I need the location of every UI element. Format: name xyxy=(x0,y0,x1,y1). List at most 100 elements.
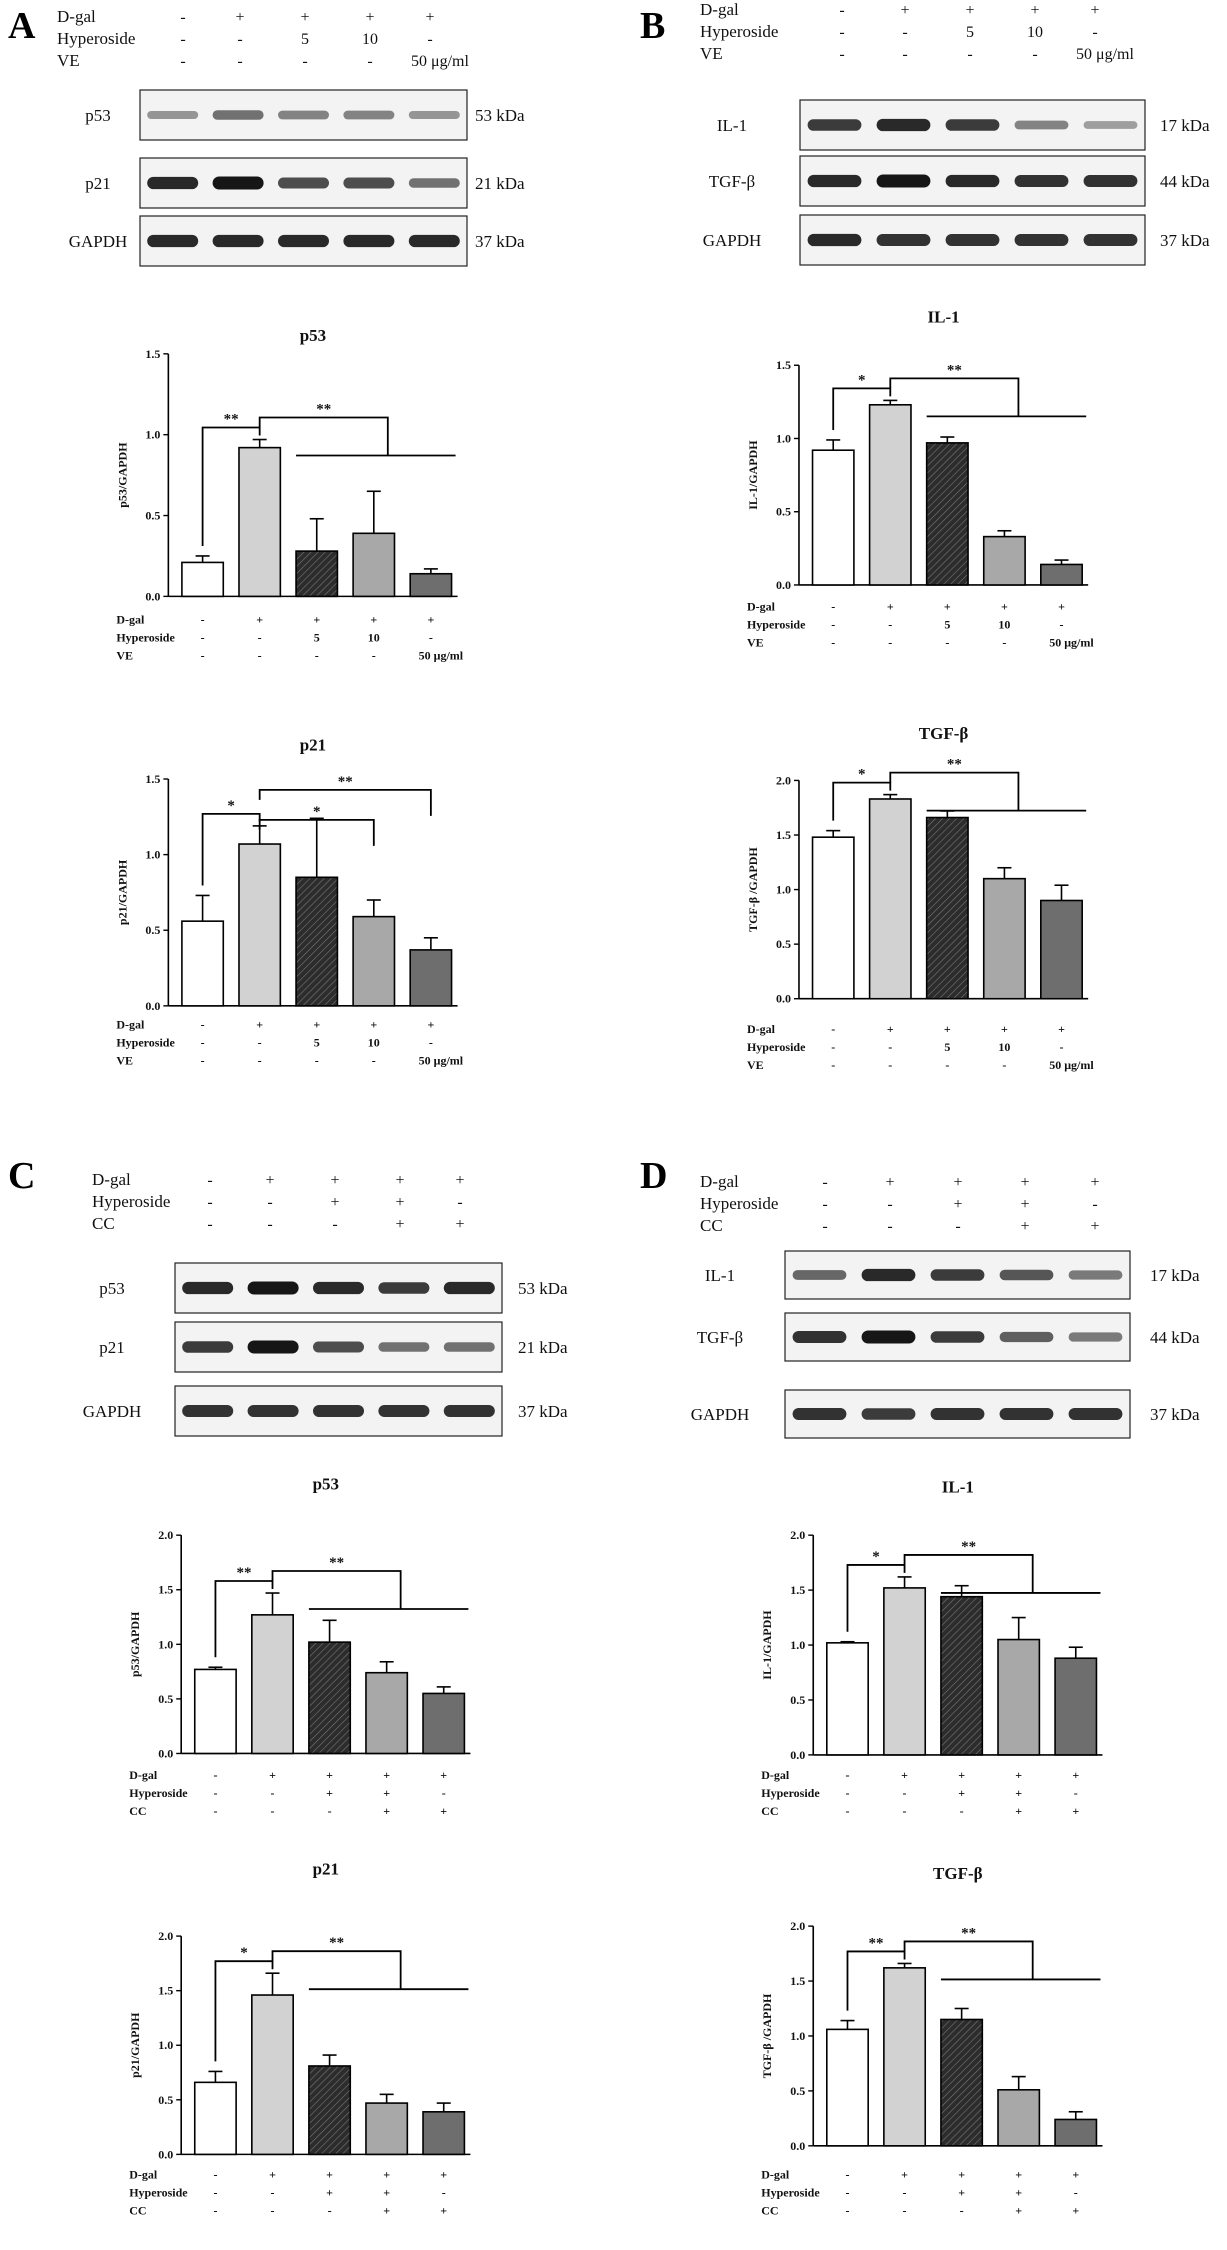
blot-band xyxy=(1014,234,1069,246)
bar xyxy=(409,572,453,598)
treatment-value: + xyxy=(326,1786,333,1800)
header-label: D-gal xyxy=(57,7,96,26)
significance-bracket xyxy=(832,387,892,430)
treatment-value: - xyxy=(258,1054,262,1068)
y-tick-label: 0.0 xyxy=(790,1748,805,1762)
header-sign: - xyxy=(180,9,185,26)
header-sign: 50 μg/ml xyxy=(411,53,469,70)
significance-label: ** xyxy=(961,1925,976,1941)
header-sign: + xyxy=(1090,2,1099,19)
blot-protein-label: p21 xyxy=(85,174,111,193)
header-label: VE xyxy=(57,51,80,70)
header-sign: - xyxy=(207,1216,212,1233)
blot-band xyxy=(1068,1270,1123,1280)
treatment-value: - xyxy=(442,1786,446,1800)
significance-label: * xyxy=(858,372,866,388)
panel-letter: B xyxy=(640,5,665,47)
bar xyxy=(409,949,453,1007)
blot-protein-label: p21 xyxy=(99,1338,125,1357)
significance-bracket xyxy=(201,812,261,886)
treatment-value: 50 μg/ml xyxy=(419,648,464,662)
blot-size-label: 53 kDa xyxy=(475,106,525,125)
significance-bracket xyxy=(846,1564,906,1632)
treatment-value: + xyxy=(958,2168,965,2182)
treatment-value: - xyxy=(328,1804,332,1818)
bar xyxy=(295,550,339,598)
blot-band xyxy=(378,1405,430,1417)
blot-band xyxy=(277,177,330,189)
header-sign: - xyxy=(367,53,372,70)
treatment-value: - xyxy=(945,1058,949,1072)
blot-band xyxy=(807,174,862,188)
bar xyxy=(925,442,969,586)
treatment-value: - xyxy=(845,1786,849,1800)
panel-c: C D-gal - + + + + Hyperoside - - + + - CC - - - + + p53 53 k… xyxy=(8,1155,568,1437)
chart-title: TGF-β xyxy=(919,724,969,743)
header-sign: - xyxy=(457,1194,462,1211)
blot-size-label: 44 kDa xyxy=(1160,172,1210,191)
treatment-value: - xyxy=(328,2204,332,2218)
treatment-value: - xyxy=(201,630,205,644)
blot-band xyxy=(147,110,199,120)
panel-b: B D-gal - + + + + Hyperoside - - 5 10 - VE - - - - 50 μg/m… xyxy=(640,0,1210,266)
blot-protein-label: p53 xyxy=(99,1279,125,1298)
y-tick-label: 0.5 xyxy=(790,1693,805,1707)
y-tick-label: 2.0 xyxy=(158,1929,173,1943)
treatment-value: + xyxy=(1072,1768,1079,1782)
bar xyxy=(193,1668,237,1755)
treatment-value: 5 xyxy=(314,630,320,644)
header-sign: + xyxy=(365,9,374,26)
treatment-value: - xyxy=(831,1022,835,1036)
y-tick-label: 1.5 xyxy=(776,358,791,372)
treatment-value: + xyxy=(958,1768,965,1782)
panel-d: D D-gal - + + + + Hyperoside - - + + - CC - - - + + IL-1 17 … xyxy=(640,1155,1200,1439)
treatment-value: + xyxy=(269,1768,276,1782)
treatment-label: D-gal xyxy=(129,2168,158,2182)
y-tick-label: 0.0 xyxy=(776,578,791,592)
treatment-label: CC xyxy=(761,2204,778,2218)
treatment-value: 50 μg/ml xyxy=(1049,1058,1094,1072)
treatment-label: D-gal xyxy=(761,1768,790,1782)
treatment-value: - xyxy=(201,612,205,626)
treatment-value: 10 xyxy=(998,1040,1010,1054)
treatment-value: - xyxy=(213,2204,217,2218)
blot-band xyxy=(312,1281,365,1295)
blot-size-label: 21 kDa xyxy=(475,174,525,193)
chart-title: IL-1 xyxy=(942,1477,974,1496)
chart-title: p53 xyxy=(313,1475,339,1494)
y-tick-label: 0.5 xyxy=(158,1692,173,1706)
blot-band xyxy=(443,1405,495,1417)
blot-band xyxy=(1014,175,1069,187)
blot-band xyxy=(343,177,395,189)
blot-band xyxy=(792,1331,847,1343)
treatment-label: VE xyxy=(747,1058,764,1072)
treatment-value: + xyxy=(1072,1804,1079,1818)
blot-band xyxy=(182,1405,234,1417)
blot-band xyxy=(876,234,931,246)
y-tick-label: 0.0 xyxy=(145,999,160,1013)
treatment-label: VE xyxy=(116,1054,133,1068)
blot-band xyxy=(378,1282,430,1294)
header-label: Hyperoside xyxy=(700,22,778,41)
treatment-label: CC xyxy=(761,1804,778,1818)
y-tick-label: 1.0 xyxy=(776,883,791,897)
blot-band xyxy=(1014,120,1069,130)
treatment-value: + xyxy=(944,1022,951,1036)
treatment-label: Hyperoside xyxy=(747,1040,806,1054)
header-sign: + xyxy=(1020,1174,1029,1191)
treatment-label: Hyperoside xyxy=(129,1786,188,1800)
blot-band xyxy=(807,233,862,247)
bar xyxy=(193,2081,237,2156)
treatment-value: - xyxy=(845,2186,849,2200)
blot-protein-label: p53 xyxy=(85,106,111,125)
blot-band xyxy=(807,119,862,131)
treatment-value: 50 μg/ml xyxy=(1049,636,1094,650)
blot-band xyxy=(443,1281,495,1295)
bar xyxy=(308,1641,352,1755)
blot-band xyxy=(930,1331,985,1343)
header-sign: - xyxy=(967,46,972,63)
header-sign: + xyxy=(965,2,974,19)
chart-a-0: p53 p53/GAPDH 0.0 0.5 1.0 1.5 ** ** D-gal - + + + + Hy… xyxy=(115,326,463,662)
treatment-value: + xyxy=(1058,1022,1065,1036)
